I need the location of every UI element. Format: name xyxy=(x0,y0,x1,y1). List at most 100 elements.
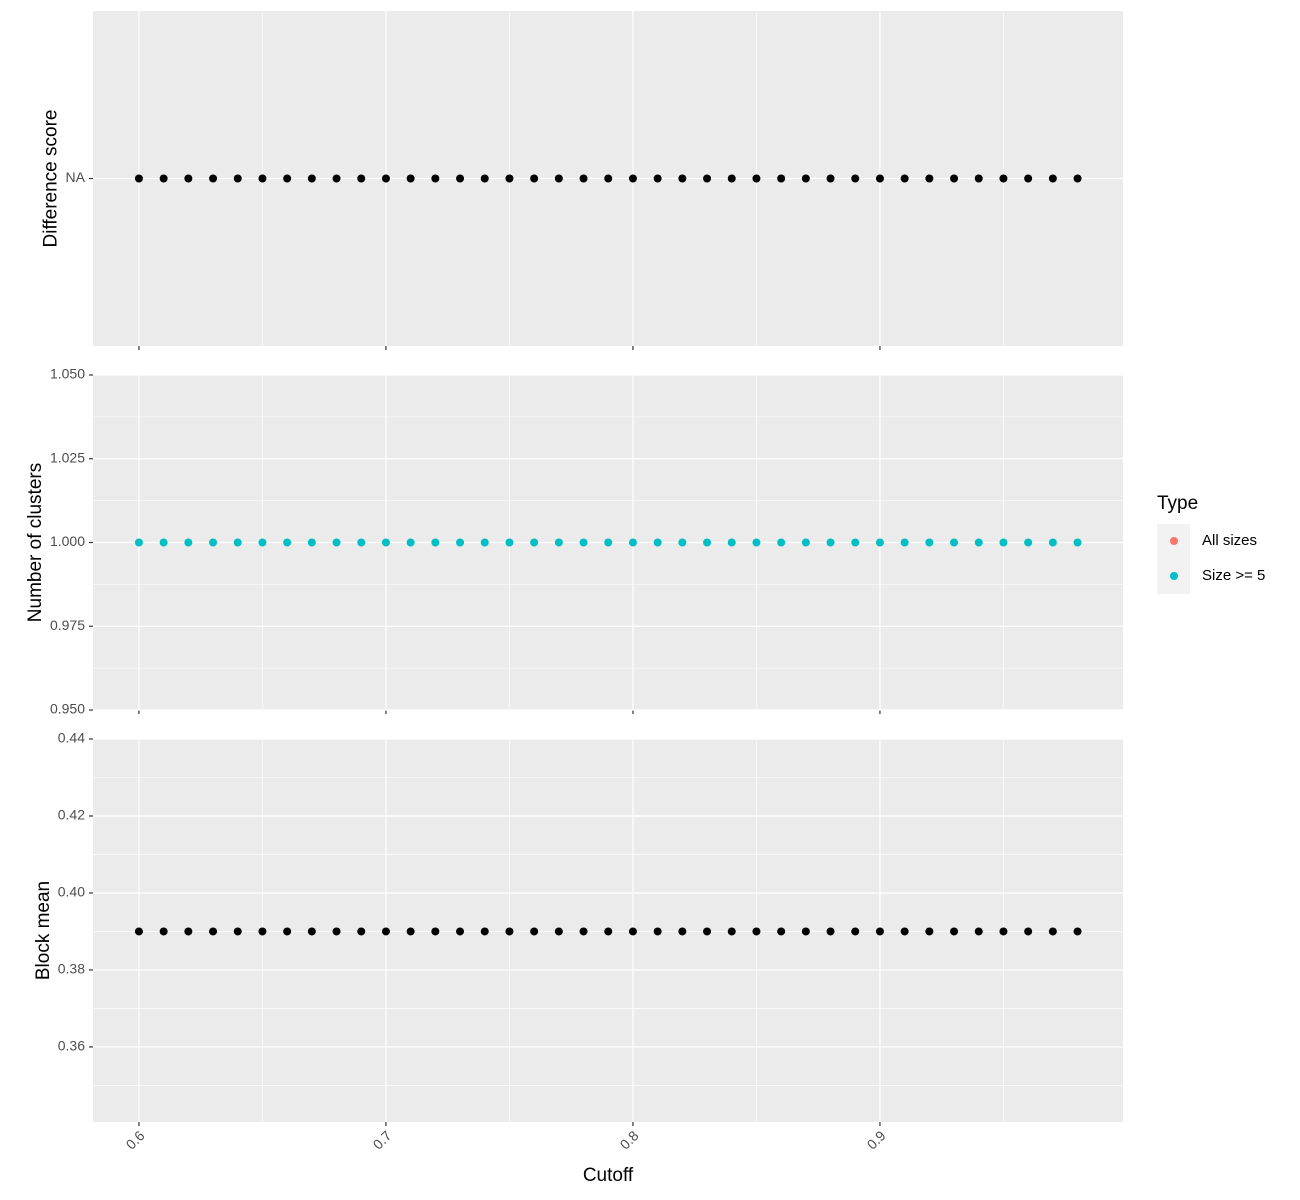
legend-title: Type xyxy=(1157,493,1198,514)
point xyxy=(925,538,934,547)
point xyxy=(381,174,390,183)
point xyxy=(209,174,218,183)
point xyxy=(801,538,810,547)
point xyxy=(283,538,292,547)
y-axis-title: Block mean xyxy=(33,881,54,980)
point xyxy=(950,927,959,936)
point xyxy=(777,927,786,936)
point xyxy=(974,927,983,936)
point xyxy=(381,927,390,936)
y-tick-label: 0.38 xyxy=(58,961,85,977)
y-tick-label: 0.36 xyxy=(58,1038,85,1054)
point xyxy=(406,538,415,547)
point xyxy=(579,927,588,936)
point xyxy=(357,174,366,183)
point xyxy=(999,538,1008,547)
point xyxy=(1024,174,1033,183)
point xyxy=(258,174,267,183)
y-axis-title: Difference score xyxy=(41,110,62,248)
point xyxy=(999,927,1008,936)
point xyxy=(900,538,909,547)
point xyxy=(974,174,983,183)
point xyxy=(307,538,316,547)
point xyxy=(307,174,316,183)
point xyxy=(530,538,539,547)
point xyxy=(777,538,786,547)
point xyxy=(752,538,761,547)
point xyxy=(357,538,366,547)
point xyxy=(456,927,465,936)
point xyxy=(604,927,613,936)
point xyxy=(1024,927,1033,936)
point xyxy=(283,174,292,183)
point xyxy=(184,174,193,183)
point xyxy=(950,174,959,183)
y-tick-label: 1.050 xyxy=(50,366,85,382)
point xyxy=(1073,174,1082,183)
x-tick-label: 0.9 xyxy=(864,1127,889,1152)
point xyxy=(381,538,390,547)
point xyxy=(875,538,884,547)
y-tick-label: 0.44 xyxy=(58,730,85,746)
point xyxy=(258,927,267,936)
point xyxy=(332,174,341,183)
point xyxy=(431,174,440,183)
point xyxy=(134,927,143,936)
point xyxy=(801,927,810,936)
y-tick-label: 0.950 xyxy=(50,701,85,717)
point xyxy=(628,174,637,183)
point xyxy=(233,174,242,183)
point xyxy=(851,174,860,183)
point xyxy=(579,538,588,547)
point xyxy=(1048,538,1057,547)
point xyxy=(604,538,613,547)
y-tick-label: NA xyxy=(66,169,86,185)
point xyxy=(851,538,860,547)
point xyxy=(678,174,687,183)
point xyxy=(332,538,341,547)
point xyxy=(628,927,637,936)
point xyxy=(159,927,168,936)
point xyxy=(456,174,465,183)
point xyxy=(900,927,909,936)
y-axis-title: Number of clusters xyxy=(25,463,46,622)
point xyxy=(431,927,440,936)
point xyxy=(233,927,242,936)
x-axis-title: Cutoff xyxy=(583,1165,634,1186)
point xyxy=(1073,927,1082,936)
point xyxy=(283,927,292,936)
point xyxy=(579,174,588,183)
point xyxy=(826,538,835,547)
point xyxy=(554,538,563,547)
point xyxy=(1048,174,1057,183)
point xyxy=(1048,927,1057,936)
point xyxy=(678,927,687,936)
point xyxy=(678,538,687,547)
point xyxy=(703,538,712,547)
point xyxy=(307,927,316,936)
point xyxy=(184,927,193,936)
y-tick-label: 1.025 xyxy=(50,449,85,465)
point xyxy=(159,538,168,547)
point xyxy=(900,174,909,183)
point xyxy=(727,538,736,547)
point xyxy=(826,174,835,183)
point xyxy=(999,174,1008,183)
point xyxy=(480,174,489,183)
point xyxy=(1024,538,1033,547)
point xyxy=(703,174,712,183)
x-tick-label: 0.7 xyxy=(370,1127,395,1152)
point xyxy=(727,174,736,183)
point xyxy=(703,927,712,936)
point xyxy=(925,927,934,936)
legend-label: Size >= 5 xyxy=(1202,567,1265,584)
point xyxy=(505,174,514,183)
point xyxy=(554,927,563,936)
point xyxy=(826,927,835,936)
y-tick-label: 0.42 xyxy=(58,807,85,823)
point xyxy=(530,174,539,183)
point xyxy=(209,927,218,936)
x-tick-label: 0.8 xyxy=(617,1127,642,1152)
